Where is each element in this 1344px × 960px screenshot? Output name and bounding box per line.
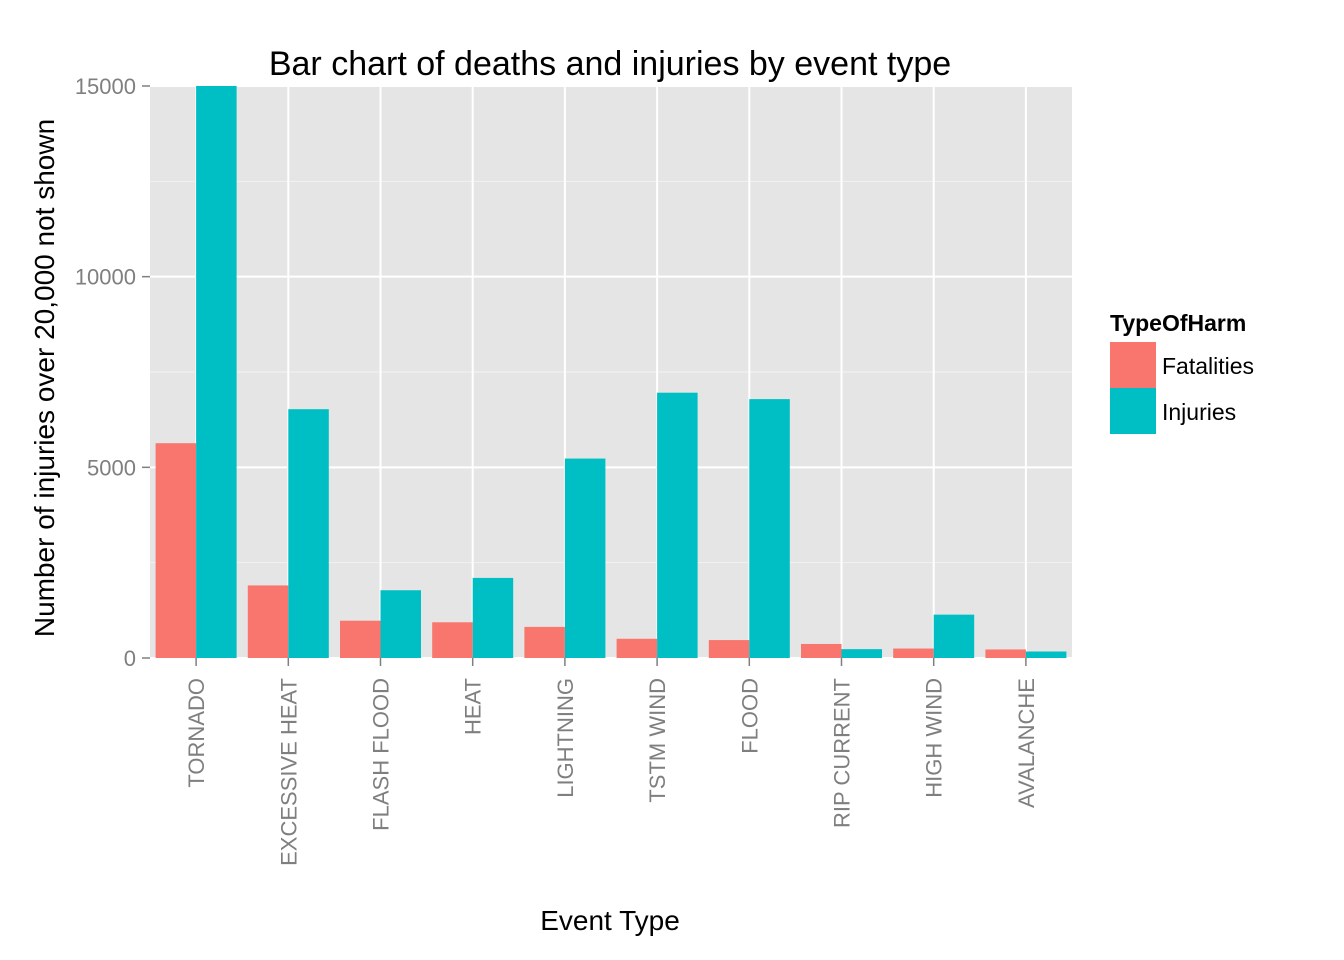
x-axis: TORNADO EXCESSIVE HEAT FLASH FLOOD HEAT LIGH… [184,658,1039,866]
x-tick-label: LIGHTNING [553,678,578,798]
x-tick-label: TORNADO [184,678,209,788]
x-tick-label: AVALANCHE [1014,678,1039,808]
bar-injuries-rip-current [841,649,882,658]
chart-title: Bar chart of deaths and injuries by even… [269,45,951,83]
x-tick-label: FLOOD [737,678,762,754]
bar-fatalities-avalanche [985,649,1026,658]
legend-key-fatalities [1110,342,1156,388]
y-tick-label: 5000 [87,455,136,480]
x-tick-label: FLASH FLOOD [369,678,394,831]
bar-fatalities-lightning [524,626,565,658]
x-tick-label: TSTM WIND [645,678,670,803]
bar-injuries-flood [749,399,790,658]
x-tick-label: HEAT [461,678,486,735]
bars [155,86,1067,658]
bar-fatalities-flash-flood [340,620,381,658]
bar-fatalities-tstm-wind [616,638,658,658]
y-axis: 0 5000 10000 15000 [75,74,150,671]
legend: TypeOfHarm Fatalities Injuries [1110,310,1254,434]
y-tick-label: 15000 [75,74,136,99]
legend-label-injuries: Injuries [1162,399,1236,425]
bar-injuries-excessive-heat [288,409,329,658]
legend-title: TypeOfHarm [1110,310,1246,336]
bar-injuries-tornado [196,86,237,658]
x-tick-label: HIGH WIND [922,678,947,798]
x-tick-label: RIP CURRENT [830,678,855,828]
y-tick-label: 0 [124,646,136,671]
legend-key-injuries [1110,388,1156,434]
bar-injuries-flash-flood [380,590,421,658]
x-axis-title: Event Type [540,905,680,936]
y-tick-label: 10000 [75,265,136,290]
bar-fatalities-high-wind [893,648,934,658]
bar-injuries-high-wind [933,614,975,658]
bar-fatalities-tornado [155,443,197,658]
y-axis-title: Number of injuries over 20,000 not shown [29,119,60,637]
bar-injuries-tstm-wind [657,392,698,658]
bar-fatalities-excessive-heat [247,585,289,658]
bar-fatalities-rip-current [801,643,842,658]
x-tick-label: EXCESSIVE HEAT [276,678,301,866]
bar-injuries-avalanche [1025,651,1067,658]
bar-fatalities-heat [432,622,473,658]
bar-injuries-heat [472,577,514,658]
bar-fatalities-flood [708,640,750,658]
legend-label-fatalities: Fatalities [1162,353,1254,379]
bar-injuries-lightning [564,458,606,658]
